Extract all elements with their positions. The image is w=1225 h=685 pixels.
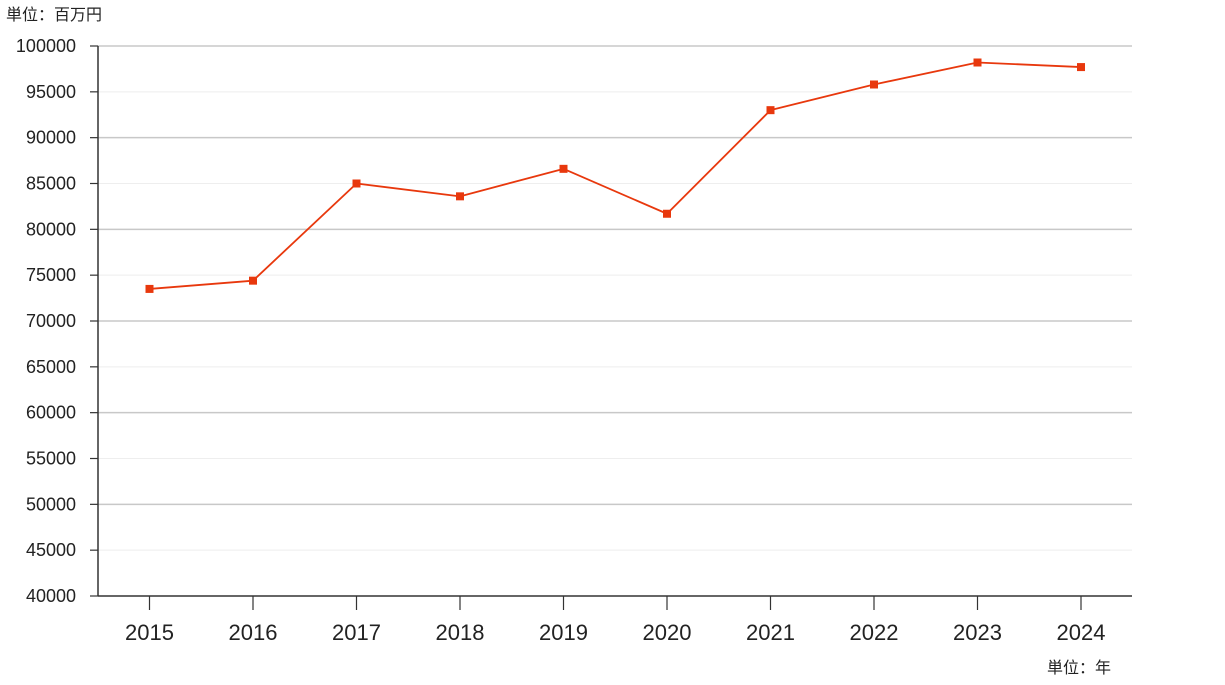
y-tick-label: 95000 [26,82,76,102]
data-point-marker [766,106,775,115]
y-tick-label: 75000 [26,265,76,285]
x-axis-ticks: 2015 2016 2017 2018 2019 2020 2021 2022 2023 2024 [125,596,1105,645]
y-tick-label: 85000 [26,174,76,194]
y-tick-label: 55000 [26,449,76,469]
y-axis-ticks: 40000 45000 50000 55000 60000 65000 70000 75000… [16,36,98,606]
x-tick-label: 2023 [953,620,1002,645]
grid-lines [98,45,1132,551]
y-tick-label: 70000 [26,311,76,331]
y-tick-label: 60000 [26,403,76,423]
y-tick-label: 50000 [26,494,76,514]
x-tick-label: 2015 [125,620,174,645]
x-tick-label: 2021 [746,620,795,645]
axes [97,46,1132,597]
y-tick-label: 80000 [26,219,76,239]
data-point-marker [456,192,464,201]
x-tick-label: 2022 [850,620,899,645]
y-tick-label: 40000 [26,586,76,606]
data-point-marker [1077,63,1085,72]
data-point-marker [249,276,257,285]
data-point-marker [870,80,878,89]
data-point-marker [973,58,982,67]
y-unit-label: 単位：百万円 [6,5,102,24]
data-point-marker [559,164,568,173]
x-tick-label: 2019 [539,620,588,645]
x-tick-label: 2020 [643,620,692,645]
x-tick-label: 2016 [229,620,278,645]
y-tick-label: 100000 [16,36,76,56]
y-tick-label: 90000 [26,128,76,148]
x-tick-label: 2024 [1057,620,1106,645]
data-point-marker [145,284,154,293]
y-tick-label: 65000 [26,357,76,377]
series-line [149,61,1082,290]
x-unit-label: 単位：年 [1047,658,1111,677]
y-tick-label: 45000 [26,540,76,560]
x-tick-label: 2018 [436,620,485,645]
data-point-marker [663,209,671,218]
series [145,58,1085,293]
data-point-marker [352,179,361,188]
x-tick-label: 2017 [332,620,381,645]
